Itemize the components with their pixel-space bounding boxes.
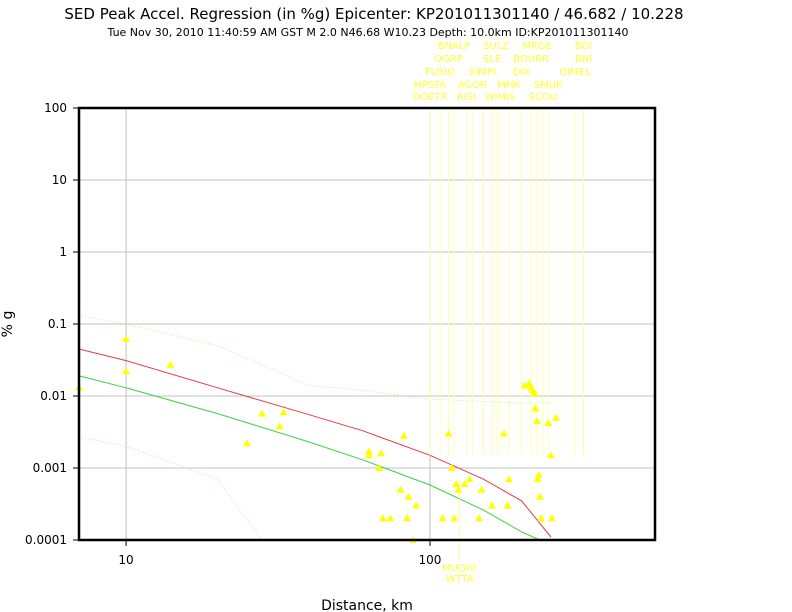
station-label: SULZ xyxy=(483,41,509,52)
station-label: BNALP xyxy=(438,41,471,52)
data-point-triangle xyxy=(525,379,534,387)
data-point-triangle xyxy=(122,334,131,342)
station-label: WIMIS xyxy=(485,92,516,103)
x-axis-label: Distance, km xyxy=(321,598,413,612)
data-point-triangle xyxy=(444,429,453,437)
station-label: SIMPL xyxy=(469,67,499,78)
data-point-triangle xyxy=(531,404,540,412)
data-point-triangle xyxy=(546,451,555,459)
data-point-triangle xyxy=(552,413,561,421)
station-label: GIMEL xyxy=(559,67,591,78)
station-label: MPSFA xyxy=(414,80,447,91)
station-label-bottom: MUGIO xyxy=(442,563,477,574)
station-label: DIX xyxy=(513,67,531,78)
data-point-triangle xyxy=(377,449,385,457)
data-point-triangle xyxy=(465,475,474,483)
x-axis-ticks: 10 100 xyxy=(118,540,441,567)
data-point-triangle xyxy=(503,501,512,509)
station-label: AGOR xyxy=(458,80,487,91)
data-point-triangle xyxy=(365,447,373,455)
data-point-triangle xyxy=(396,485,405,493)
data-point-triangle xyxy=(279,408,288,415)
data-point-triangle xyxy=(447,464,456,471)
data-point-triangle xyxy=(258,409,266,417)
station-label-bottom: WTTA xyxy=(445,574,473,585)
data-point-triangle xyxy=(475,514,483,522)
data-point-triangle xyxy=(544,419,553,427)
chart-title: SED Peak Accel. Regression (in %g) Epice… xyxy=(64,5,683,23)
data-points xyxy=(75,334,561,543)
data-point-triangle xyxy=(375,464,384,471)
x-tick-label: 10 xyxy=(118,553,133,567)
fit-curve xyxy=(78,375,541,541)
station-label: MMK xyxy=(497,80,521,91)
station-label: DOETR xyxy=(413,92,448,103)
upper-curve xyxy=(78,315,551,404)
station-label: BOI xyxy=(575,41,593,52)
data-point-triangle xyxy=(534,471,543,478)
x-tick-label: 100 xyxy=(419,553,442,567)
grid xyxy=(79,107,655,541)
data-point-triangle xyxy=(452,480,461,487)
station-label: RISI xyxy=(457,92,476,103)
station-label: SMUK xyxy=(534,80,563,91)
y-tick-label: 10 xyxy=(52,173,67,187)
data-point-triangle xyxy=(460,480,469,487)
data-point-triangle xyxy=(365,451,373,459)
data-point-triangle xyxy=(533,475,542,483)
data-point-triangle xyxy=(548,514,556,522)
y-tick-label: 0.1 xyxy=(48,317,67,331)
lower-curve xyxy=(78,436,263,541)
data-point-triangle xyxy=(438,514,447,522)
data-point-triangle xyxy=(399,431,408,439)
chart-subtitle: Tue Nov 30, 2010 11:40:59 AM GST M 2.0 N… xyxy=(107,26,629,39)
data-point-triangle xyxy=(122,367,131,375)
data-point-triangle xyxy=(378,514,387,522)
data-point-triangle xyxy=(275,422,284,430)
data-point-triangle xyxy=(535,492,544,500)
data-point-triangle xyxy=(386,514,395,522)
station-label: MRGE xyxy=(522,41,552,52)
data-point-triangle xyxy=(412,501,421,509)
data-point-triangle xyxy=(454,485,463,493)
y-axis-label: % g xyxy=(0,311,16,338)
data-point-triangle xyxy=(404,492,413,500)
regression-curves xyxy=(78,315,552,541)
median-curve xyxy=(78,348,552,538)
data-point-triangle xyxy=(505,475,513,483)
station-label: SCOU xyxy=(529,92,558,103)
data-point-triangle xyxy=(403,514,411,522)
data-point-triangle xyxy=(477,485,486,493)
station-label: BNI xyxy=(575,54,592,65)
data-point-triangle xyxy=(533,417,541,424)
station-leader-lines xyxy=(429,108,584,562)
data-point-triangle xyxy=(530,389,539,396)
station-label: OGRP xyxy=(434,54,463,65)
y-tick-label: 0.0001 xyxy=(25,533,67,547)
data-point-triangle xyxy=(166,360,175,368)
station-label: SLE xyxy=(483,54,501,65)
station-label: BOURR xyxy=(513,54,549,65)
y-tick-label: 0.01 xyxy=(40,389,67,403)
y-tick-label: 100 xyxy=(44,101,67,115)
data-point-triangle xyxy=(499,429,508,437)
data-point-triangle xyxy=(537,514,546,522)
y-tick-label: 0.001 xyxy=(33,461,67,475)
y-tick-label: 1 xyxy=(59,245,67,259)
data-point-triangle xyxy=(243,439,251,447)
data-point-triangle xyxy=(488,501,496,509)
y-axis-ticks: 100 10 1 0.1 0.01 0.001 0.0001 xyxy=(25,101,79,547)
station-label: FUSIO xyxy=(425,67,455,78)
data-point-triangle xyxy=(520,381,529,389)
data-point-triangle xyxy=(450,514,459,522)
